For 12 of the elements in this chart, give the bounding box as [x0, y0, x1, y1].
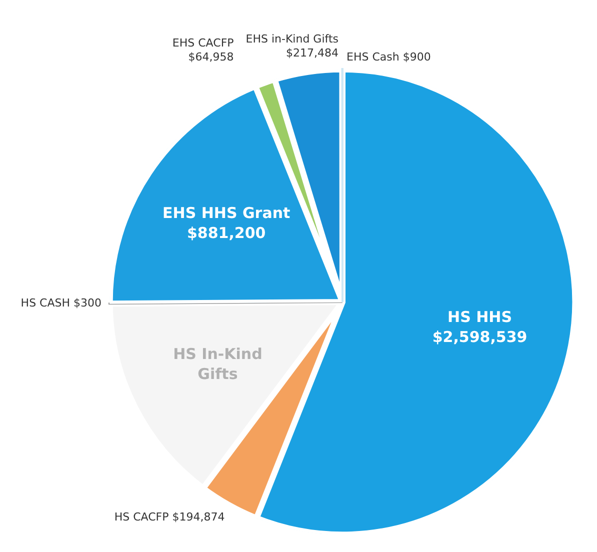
slice-label: EHS CACFP [172, 36, 234, 50]
data-label: $881,200 [186, 224, 266, 242]
data-label: $217,484 [286, 46, 338, 60]
slice-label: HS CASH $300 [20, 296, 102, 310]
slice-label: HS In-Kind Gifts [173, 344, 262, 383]
data-label: $2,598,539 [432, 328, 528, 346]
slice-label: EHS HHS Grant [162, 204, 290, 222]
slice-label: EHS in-Kind Gifts [246, 32, 339, 46]
slice-label: HS HHS [448, 308, 512, 326]
slice-label: EHS Cash $900 [346, 50, 431, 64]
slice-label: HS CACFP $194,874 [114, 510, 225, 524]
data-label: $64,958 [188, 50, 234, 64]
